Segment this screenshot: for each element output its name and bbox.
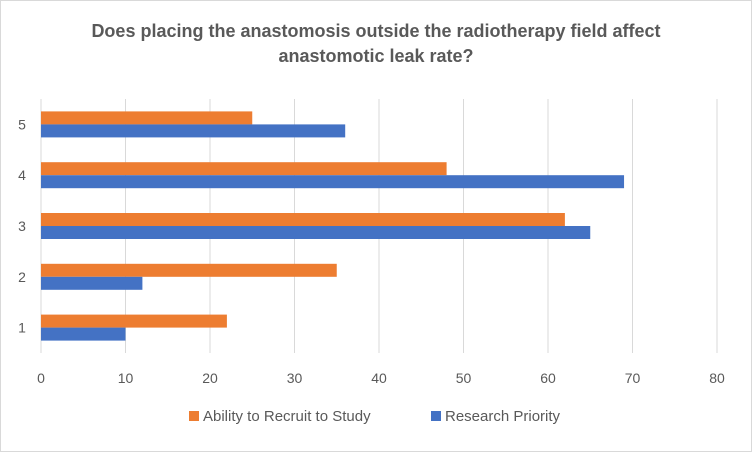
- x-tick-label: 0: [37, 370, 45, 386]
- y-tick-label: 5: [18, 116, 26, 132]
- y-tick-label: 4: [18, 167, 26, 183]
- x-tick-label: 20: [202, 370, 218, 386]
- chart-title-line-1: Does placing the anastomosis outside the…: [91, 21, 661, 41]
- bar-ability-to-recruit-2: [41, 263, 337, 277]
- bar-ability-to-recruit-4: [41, 162, 447, 176]
- bar-ability-to-recruit-3: [41, 213, 565, 226]
- y-tick-label: 2: [18, 269, 26, 285]
- bar-research-priority-3: [41, 226, 591, 239]
- bar-research-priority-2: [41, 276, 143, 290]
- x-tick-label: 60: [540, 370, 556, 386]
- y-tick-label: 1: [18, 320, 26, 336]
- bar-ability-to-recruit-1: [41, 314, 227, 328]
- bar-research-priority-5: [41, 124, 346, 138]
- bar-research-priority-4: [41, 175, 625, 189]
- bar-ability-to-recruit-5: [41, 111, 253, 125]
- legend-research-priority-label: Research Priority: [445, 408, 561, 425]
- chart-title: Does placing the anastomosis outside the…: [1, 19, 751, 69]
- x-tick-label: 80: [709, 370, 725, 386]
- x-tick-label: 10: [118, 370, 134, 386]
- legend-ability-to-recruit-label: Ability to Recruit to Study: [203, 408, 371, 425]
- x-tick-label: 50: [456, 370, 472, 386]
- y-tick-label: 3: [18, 218, 26, 234]
- x-tick-label: 30: [287, 370, 303, 386]
- x-tick-label: 40: [371, 370, 387, 386]
- x-tick-label: 70: [625, 370, 641, 386]
- legend-research-priority-swatch: [431, 411, 441, 421]
- bar-research-priority-1: [41, 327, 126, 341]
- legend-ability-to-recruit-swatch: [189, 411, 199, 421]
- chart-title-line-2: anastomotic leak rate?: [278, 46, 474, 66]
